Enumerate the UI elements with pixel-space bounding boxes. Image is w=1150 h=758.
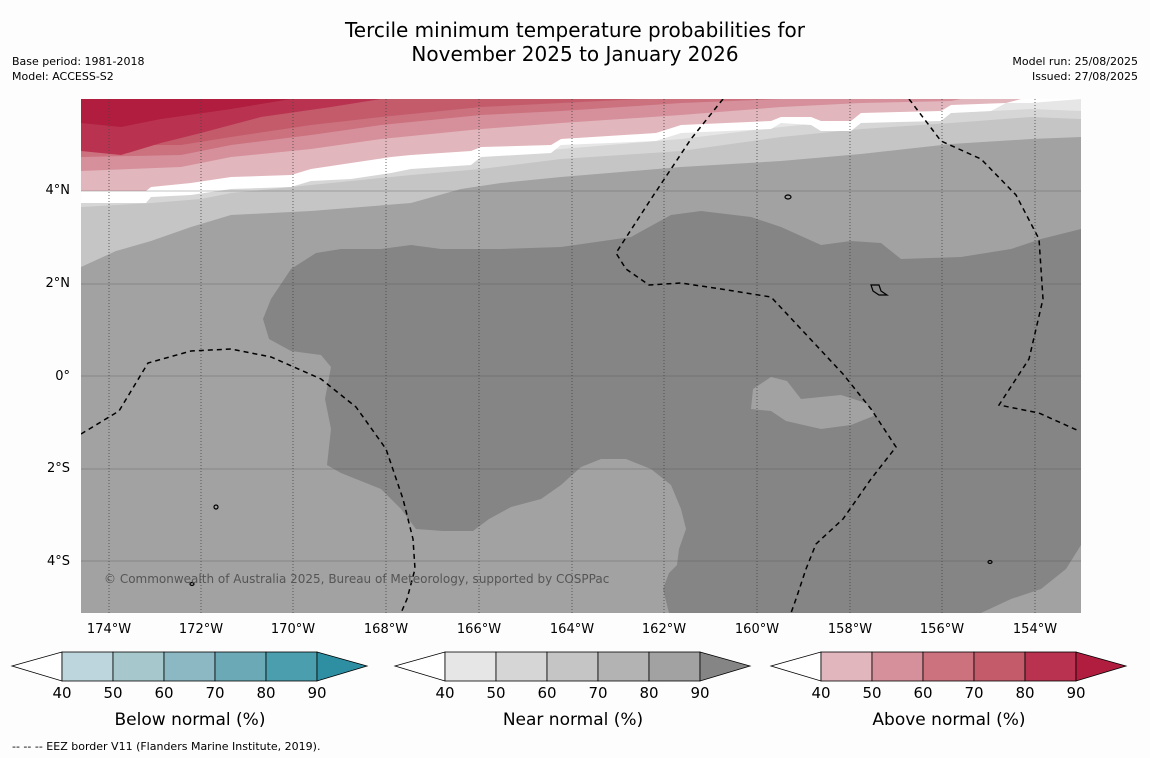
lon-label-172w: 172°W [178, 622, 224, 637]
legend-near-seg-2 [495, 651, 548, 682]
legend-above-title: Above normal (%) [872, 710, 1026, 730]
legend-above-colorbar [769, 651, 1128, 682]
lon-label-162w: 162°W [641, 622, 687, 637]
legend-above-min-arrow [769, 651, 822, 682]
title-line-2: November 2025 to January 2026 [411, 42, 739, 66]
near-90-region [263, 211, 1081, 613]
legend-near-title: Near normal (%) [502, 710, 644, 730]
legend-near-seg-4 [597, 651, 650, 682]
island-b [870, 284, 889, 296]
lon-label-174w: 174°W [86, 622, 132, 637]
legend-below-title: Below normal (%) [114, 710, 266, 730]
map-title: Tercile minimum temperature probabilitie… [0, 18, 1150, 66]
legend-below-tick-80: 80 [256, 684, 276, 702]
lon-label-160w: 160°W [734, 622, 780, 637]
legend-below-seg-3 [163, 651, 216, 682]
legend-below-seg-1 [61, 651, 114, 682]
legend-below-seg-4 [214, 651, 267, 682]
legend-below-tick-50: 50 [103, 684, 123, 702]
copyright-text: © Commonwealth of Australia 2025, Bureau… [104, 572, 609, 586]
model-name: Model: ACCESS-S2 [12, 70, 114, 83]
lon-label-166w: 166°W [456, 622, 502, 637]
meta-left: Base period: 1981-2018 Model: ACCESS-S2 [12, 54, 144, 84]
lat-label-2s: 2°S [46, 461, 70, 476]
lat-label-2n: 2°N [45, 276, 71, 291]
legend-below-max-arrow [316, 651, 369, 682]
legend-below-tick-40: 40 [52, 684, 72, 702]
legend-above-max-arrow [1075, 651, 1128, 682]
lat-label-4n: 4°N [45, 183, 71, 198]
legend-above-seg-1 [820, 651, 873, 682]
legend-below-tick-90: 90 [307, 684, 327, 702]
lat-label-0: 0° [55, 369, 70, 384]
island-e [987, 559, 993, 565]
legend-near-min-arrow [393, 651, 446, 682]
legend-near-max-arrow [699, 651, 752, 682]
issued-date: Issued: 27/08/2025 [1031, 70, 1138, 83]
legend-above-tick-90: 90 [1066, 684, 1086, 702]
legend-below-seg-5 [265, 651, 318, 682]
legend-below-min-arrow [10, 651, 63, 682]
legend-below-tick-60: 60 [154, 684, 174, 702]
lat-label-4s: 4°S [46, 554, 70, 569]
legend-above-tick-40: 40 [811, 684, 831, 702]
lon-label-158w: 158°W [827, 622, 873, 637]
lon-label-154w: 154°W [1012, 622, 1058, 637]
legend-below-colorbar [10, 651, 369, 682]
legend-near-tick-70: 70 [588, 684, 608, 702]
title-line-1: Tercile minimum temperature probabilitie… [344, 18, 806, 42]
legend-above-tick-50: 50 [862, 684, 882, 702]
legend-below-tick-70: 70 [205, 684, 225, 702]
lon-label-164w: 164°W [549, 622, 595, 637]
model-run: Model run: 25/08/2025 [1012, 55, 1138, 68]
eez-north-east [908, 99, 1080, 432]
latitude-lines [81, 190, 1081, 562]
legend-above-tick-80: 80 [1015, 684, 1035, 702]
legend-near-seg-1 [444, 651, 497, 682]
legend-above-seg-4 [973, 651, 1026, 682]
eez-kiribati-line [615, 99, 897, 613]
legend-near-tick-40: 40 [435, 684, 455, 702]
legend-near-seg-3 [546, 651, 599, 682]
legend-above-seg-2 [871, 651, 924, 682]
island-a [784, 194, 792, 200]
eez-kiribati-phoenix [81, 348, 416, 613]
lon-label-156w: 156°W [919, 622, 965, 637]
legend-near-tick-90: 90 [690, 684, 710, 702]
eez-footnote: -- -- -- EEZ border V11 (Flanders Marine… [12, 740, 321, 753]
base-period: Base period: 1981-2018 [12, 55, 145, 68]
eez-borders [81, 99, 1080, 613]
island-d [189, 581, 195, 587]
legend-above-tick-60: 60 [913, 684, 933, 702]
islands [189, 194, 993, 587]
legend-near-seg-5 [648, 651, 701, 682]
above-90-patch [81, 99, 291, 127]
legend-above-seg-5 [1024, 651, 1077, 682]
legend-above-seg-3 [922, 651, 975, 682]
legend-near-colorbar [393, 651, 752, 682]
legend-near-tick-80: 80 [639, 684, 659, 702]
island-c [213, 504, 219, 510]
lon-label-168w: 168°W [363, 622, 409, 637]
near-80-90-island [751, 377, 876, 429]
lon-label-170w: 170°W [270, 622, 316, 637]
legend-near-tick-60: 60 [537, 684, 557, 702]
legend-near-tick-50: 50 [486, 684, 506, 702]
probability-map: © Commonwealth of Australia 2025, Bureau… [81, 99, 1081, 613]
legend-below-seg-2 [112, 651, 165, 682]
legend-above-tick-70: 70 [964, 684, 984, 702]
meta-right: Model run: 25/08/2025 Issued: 27/08/2025 [1012, 54, 1138, 84]
